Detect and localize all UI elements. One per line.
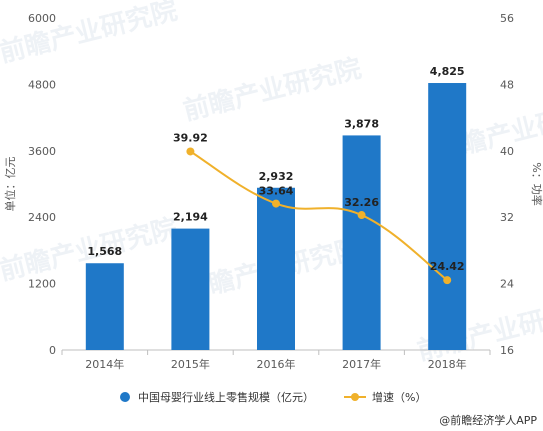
y-left-tick-label: 2400 <box>28 211 56 224</box>
legend-bar-marker <box>120 392 130 402</box>
bar-value-label: 2,194 <box>173 211 208 224</box>
y-left-tick-label: 6000 <box>28 12 56 25</box>
growth-value-label: 24.42 <box>430 260 465 273</box>
bar-value-label: 2,932 <box>259 170 294 183</box>
bar <box>171 228 210 350</box>
line-series: 39.92 33.64 32.26 24.42 <box>173 131 465 285</box>
bar-series: 1,568 2,194 2,932 3,878 4,825 <box>85 65 467 351</box>
x-tick-label: 2015年 <box>171 357 210 371</box>
bar-value-label: 4,825 <box>430 65 465 78</box>
growth-point <box>272 199 280 208</box>
bar-value-label: 1,568 <box>87 245 122 258</box>
source-credit: @前瞻经济学人APP <box>439 413 537 427</box>
legend-line-label: 增速（%） <box>372 390 426 404</box>
x-tick-label: 2016年 <box>257 357 296 371</box>
y-right-tick-label: 32 <box>500 211 514 224</box>
growth-line <box>189 150 448 281</box>
y-right-tick-label: 48 <box>500 78 514 91</box>
bar <box>85 263 124 350</box>
legend-line-dot <box>351 393 359 401</box>
bar-value-label: 3,878 <box>344 117 379 130</box>
x-tick-label: 2017年 <box>342 357 381 371</box>
growth-value-label: 39.92 <box>173 131 208 144</box>
growth-point <box>186 147 195 156</box>
watermark-text: 前瞻产业研究院 <box>0 0 180 69</box>
y-left-tick-label: 1200 <box>28 278 56 291</box>
y-left-axis-title: 单位：亿元 <box>3 157 17 212</box>
y-right-axis-title: %：功率 <box>530 162 543 205</box>
y-right-tick-label: 56 <box>500 12 514 25</box>
source-label: @前瞻经济学人APP <box>439 413 537 427</box>
y-left-tick-label: 0 <box>49 344 56 357</box>
bar <box>257 187 295 350</box>
watermark-text: 前瞻产业研究院 <box>180 53 364 127</box>
y-right-tick-label: 40 <box>500 145 514 158</box>
bar <box>428 83 467 351</box>
y-right-tick-label: 24 <box>500 278 514 291</box>
axes: 0 1200 2400 3600 4800 6000 16 24 32 40 48 56 单位：亿元 %：… <box>3 12 543 371</box>
growth-value-label: 33.64 <box>259 185 294 198</box>
y-left-tick-label: 3600 <box>28 145 56 158</box>
legend: 中国母婴行业线上零售规模（亿元） 增速（%） <box>120 390 426 404</box>
y-left-tick-label: 4800 <box>28 78 56 91</box>
growth-value-label: 32.26 <box>344 196 379 209</box>
growth-point <box>443 276 452 285</box>
x-tick-label: 2018年 <box>428 357 467 371</box>
bar <box>342 135 381 350</box>
legend-bar-label: 中国母婴行业线上零售规模（亿元） <box>138 390 314 404</box>
y-right-tick-label: 16 <box>500 344 514 357</box>
growth-point <box>357 211 366 220</box>
x-tick-label: 2014年 <box>85 357 124 371</box>
